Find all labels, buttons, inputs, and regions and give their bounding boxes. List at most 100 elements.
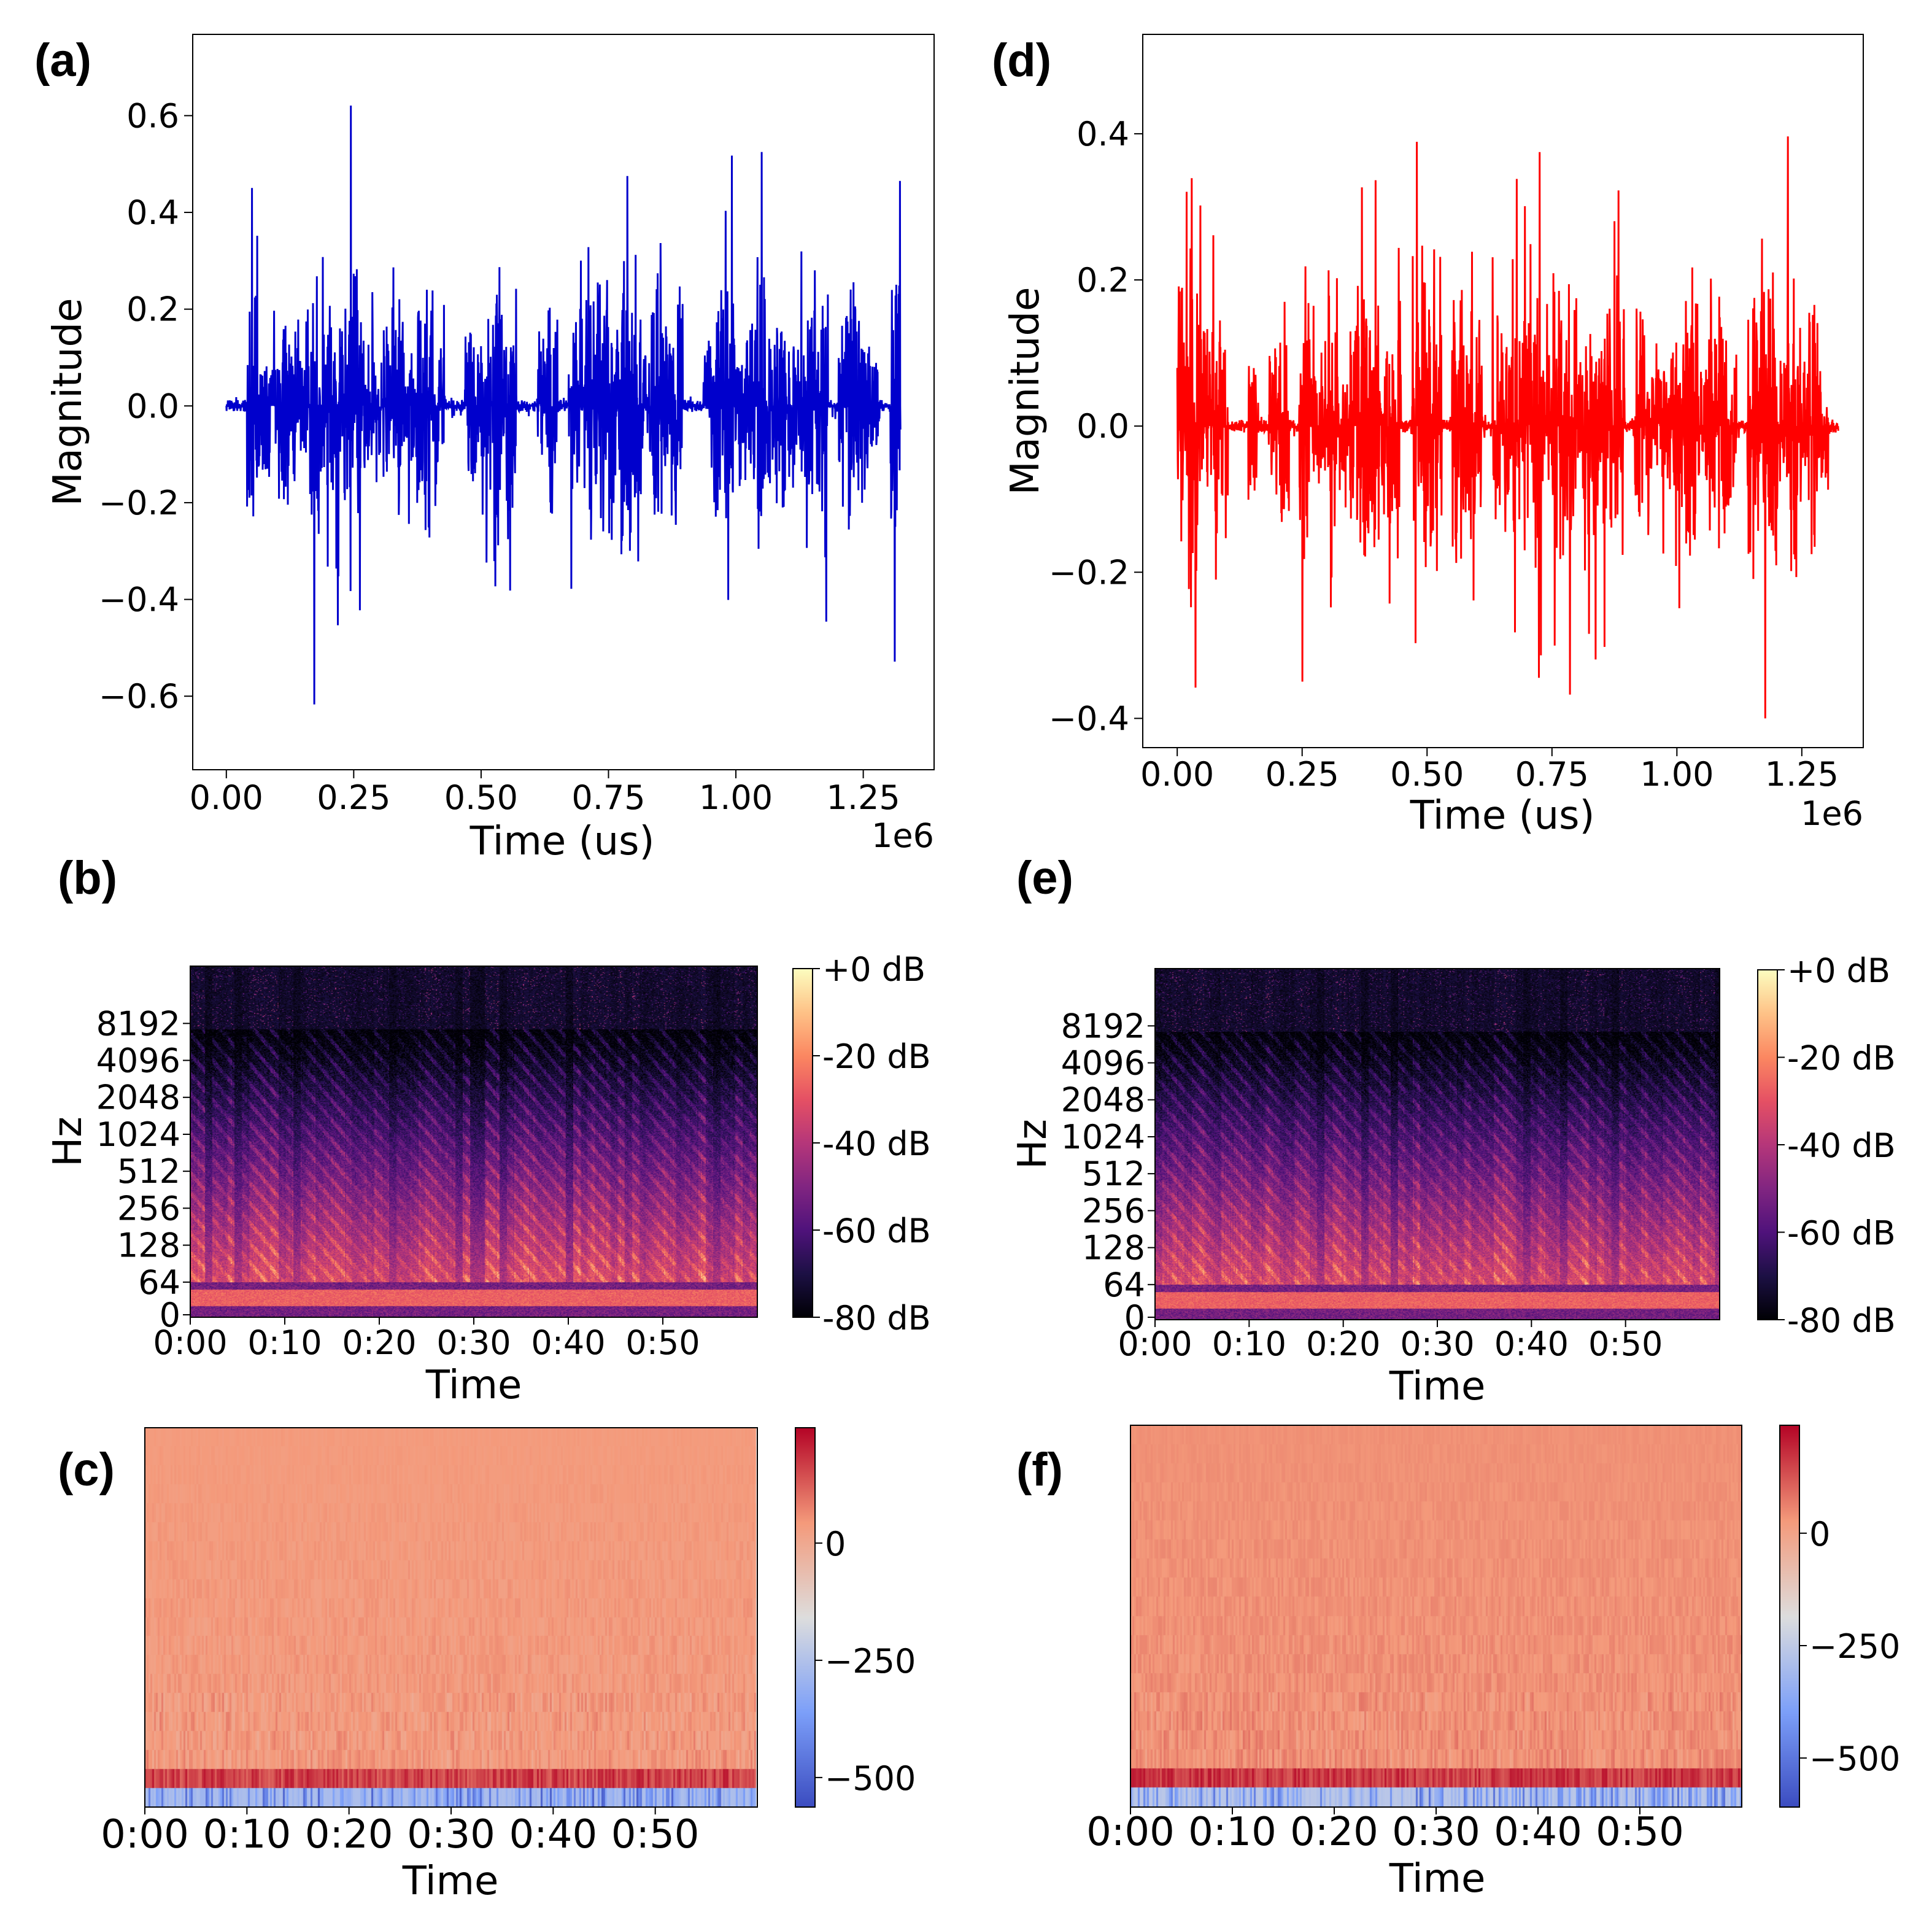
colorbar-tick-label: -80 dB — [1787, 1301, 1896, 1340]
y-tick-label: 0.2 — [1076, 261, 1129, 300]
x-tick-label: 0:50 — [625, 1323, 700, 1362]
plot-frame — [190, 966, 758, 1318]
plot-frame — [192, 34, 935, 770]
colorbar-mfcc-f — [1780, 1425, 1799, 1807]
y-tick-label: 0.4 — [1076, 115, 1129, 153]
x-tick-label: 0.50 — [444, 778, 518, 817]
x-tick-label: 0:20 — [342, 1323, 416, 1362]
x-tick-label: 0.25 — [317, 778, 390, 817]
colorbar-tick-label: -60 dB — [822, 1212, 931, 1250]
y-tick-label: 512 — [117, 1152, 180, 1191]
x-axis-label: Time — [1389, 1364, 1486, 1409]
mfcc-image-f — [1130, 1425, 1742, 1807]
spectrogram-chart-b — [183, 966, 758, 1325]
mfcc-chart-f — [1130, 1425, 1742, 1814]
x-axis-label: Time — [402, 1859, 499, 1904]
y-axis-label: Hz — [45, 1117, 91, 1167]
y-axis-label: Magnitude — [45, 298, 91, 506]
mfcc-chart-c — [144, 1427, 758, 1814]
x-tick-label: 1.00 — [699, 778, 773, 817]
y-tick-label: 128 — [1082, 1229, 1145, 1268]
x-tick-label: 0:50 — [611, 1812, 700, 1857]
y-tick-label: 0.4 — [126, 193, 179, 232]
y-axis-label: Magnitude — [1003, 287, 1048, 495]
y-tick-label: −0.4 — [99, 581, 179, 619]
colorbar-tick-label: −250 — [825, 1642, 916, 1681]
plot-frame — [1142, 34, 1864, 748]
spectrogram-chart-e — [1148, 968, 1720, 1327]
colorbar-frame — [795, 1427, 816, 1808]
y-tick-label: 0.2 — [126, 290, 179, 329]
y-tick-label: 512 — [1082, 1155, 1145, 1193]
x-tick-label: 0:00 — [153, 1323, 227, 1362]
x-axis-label: Time (us) — [469, 819, 655, 864]
x-tick-label: 0:50 — [1588, 1325, 1663, 1363]
colorbar-tick-label: −250 — [1809, 1627, 1900, 1666]
colorbar-db-e — [1758, 970, 1777, 1320]
plot-frame — [1130, 1425, 1742, 1808]
panel-label-d: (d) — [992, 34, 1051, 87]
waveform-chart-a — [184, 34, 935, 778]
y-tick-label: 8192 — [1061, 1007, 1145, 1045]
y-tick-label: 2048 — [96, 1078, 180, 1117]
colorbar-tick-label: -80 dB — [822, 1299, 931, 1337]
x-tick-label: 0:40 — [531, 1323, 605, 1362]
x-tick-label: 0:10 — [247, 1323, 322, 1362]
colorbar-db-b — [792, 968, 820, 1318]
panel-label-c: (c) — [58, 1444, 115, 1496]
panel-label-e: (e) — [1016, 852, 1073, 904]
y-tick-label: −0.6 — [99, 677, 179, 716]
y-tick-label: 64 — [138, 1263, 180, 1302]
y-tick-label: 0 — [160, 1296, 180, 1334]
y-axis-label: Hz — [1010, 1119, 1056, 1169]
y-tick-label: 128 — [117, 1226, 180, 1265]
x-tick-label: 0.00 — [1140, 755, 1214, 794]
colorbar-db-b — [793, 969, 813, 1317]
colorbar-tick-label: -40 dB — [822, 1125, 931, 1163]
spectrogram-image-e — [1155, 969, 1720, 1320]
colorbar-tick-label: -40 dB — [1787, 1126, 1896, 1165]
y-tick-label: 256 — [117, 1189, 180, 1228]
colorbar-tick-label: −500 — [1809, 1740, 1900, 1778]
x-tick-label: 0:20 — [1306, 1325, 1380, 1363]
y-tick-label: 4096 — [96, 1042, 180, 1080]
y-tick-label: 1024 — [96, 1115, 180, 1154]
panel-label-b: (b) — [58, 852, 117, 904]
x-axis-label: Time — [425, 1363, 522, 1408]
x-tick-label: 0:20 — [305, 1812, 393, 1857]
y-tick-label: 8192 — [96, 1004, 180, 1043]
y-tick-label: 64 — [1103, 1266, 1145, 1304]
colorbar-tick-label: 0 — [825, 1525, 846, 1563]
colorbar-tick-label: -60 dB — [1787, 1214, 1896, 1253]
y-tick-label: 0.0 — [126, 387, 179, 425]
y-tick-label: −0.4 — [1049, 699, 1129, 738]
x-tick-label: 0.00 — [190, 778, 263, 817]
x-tick-label: 0:30 — [1400, 1325, 1474, 1363]
y-tick-label: 0 — [1124, 1298, 1145, 1337]
x-tick-label: 0:00 — [101, 1812, 189, 1857]
plot-frame — [144, 1427, 758, 1808]
x-tick-label: 0:30 — [436, 1323, 511, 1362]
waveform-line — [225, 105, 902, 705]
y-tick-label: −0.2 — [1049, 553, 1129, 592]
colorbar-mfcc-f — [1779, 1425, 1807, 1808]
x-axis-label: Time — [1389, 1856, 1486, 1902]
y-tick-label: −0.2 — [99, 484, 179, 522]
mfcc-image-c — [145, 1428, 757, 1807]
colorbar-tick-label: +0 dB — [1787, 951, 1890, 990]
colorbar-frame — [1757, 969, 1778, 1320]
colorbar-mfcc-c — [795, 1428, 815, 1807]
y-tick-label: 4096 — [1061, 1044, 1145, 1083]
x-offset-label: 1e6 — [1801, 794, 1863, 833]
y-tick-label: 256 — [1082, 1191, 1145, 1230]
x-tick-label: 0:00 — [1086, 1810, 1175, 1855]
x-tick-label: 0:30 — [1392, 1810, 1480, 1855]
colorbar-tick-label: +0 dB — [822, 950, 925, 989]
colorbar-db-e — [1757, 969, 1785, 1320]
y-tick-label: 0.0 — [1076, 407, 1129, 446]
x-tick-label: 0:30 — [407, 1812, 495, 1857]
plot-frame — [1154, 968, 1720, 1320]
x-tick-label: 0:10 — [1188, 1810, 1277, 1855]
